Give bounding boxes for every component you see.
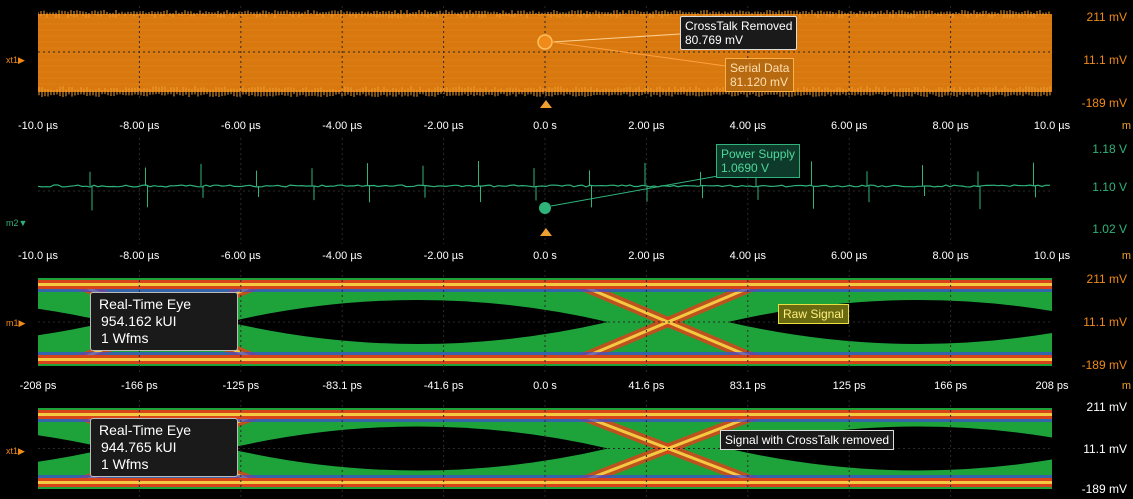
x-tick-label: -2.00 µs — [424, 120, 464, 132]
raw-signal-label[interactable]: Raw Signal — [778, 304, 849, 324]
y-bot-label: -189 mV — [1082, 96, 1127, 110]
real-time-eye-info[interactable]: Real-Time Eye 954.162 kUI 1 Wfms — [90, 292, 238, 351]
y-top-label: 1.18 V — [1092, 142, 1127, 156]
power-spike — [90, 172, 92, 211]
x-tick-label: -2.00 µs — [424, 250, 464, 262]
y-mid-label: 11.1 mV — [1083, 315, 1127, 329]
power-spike — [590, 170, 592, 207]
cursor-marker — [538, 35, 552, 49]
y-bot-label: -189 mV — [1082, 358, 1127, 372]
real-time-eye-info[interactable]: Real-Time Eye 944.765 kUI 1 Wfms — [90, 418, 238, 477]
x-tick-label: 125 ps — [833, 380, 866, 392]
y-top-label: 211 mV — [1087, 400, 1127, 414]
x-tick-label: 2.00 µs — [628, 120, 664, 132]
x-tick-label: 0.0 s — [533, 120, 557, 132]
callout-leader — [551, 176, 718, 206]
x-tick-label: 0.0 s — [533, 250, 557, 262]
trigger-marker-icon[interactable] — [540, 228, 552, 236]
x-tick-label: 208 ps — [1035, 380, 1068, 392]
x-tick-label: 166 ps — [934, 380, 967, 392]
power-spike — [201, 164, 203, 198]
x-tick-label: 6.00 µs — [831, 250, 867, 262]
axis-unit-glyph: m — [1122, 250, 1131, 262]
time-axis-1: m -10.0 µs -8.00 µs -6.00 µs -4.00 µs -2.00 … — [0, 118, 1133, 138]
x-tick-label: 10.0 µs — [1034, 120, 1070, 132]
power-spike — [867, 171, 869, 202]
x-tick-label: -125 ps — [222, 380, 259, 392]
eye-axis: m -208 ps -166 ps -125 ps -83.1 ps -41.6 ps 0… — [0, 378, 1133, 398]
x-tick-label: -166 ps — [121, 380, 158, 392]
power-pane: m2▼ 1.18 V 1.10 V 1.02 V Power Supply 1.0… — [0, 138, 1133, 246]
x-tick-label: -83.1 ps — [322, 380, 362, 392]
axis-unit-glyph: m — [1122, 380, 1131, 392]
clean-eye-pane: xt1▶ 211 mV 11.1 mV -189 mV Real-Time Ey… — [0, 398, 1133, 499]
eye-rail-halo — [38, 352, 1052, 355]
x-tick-label: -10.0 µs — [18, 120, 58, 132]
x-tick-label: 41.6 ps — [628, 380, 664, 392]
y-mid-label: 11.1 mV — [1083, 442, 1127, 456]
m1-channel-marker[interactable]: m1▶ — [6, 318, 25, 329]
x-tick-label: -6.00 µs — [221, 120, 261, 132]
power-trace — [38, 185, 1050, 187]
crosstalk-waveform — [38, 6, 1052, 98]
serial-data-callout[interactable]: Serial Data 81.120 mV — [725, 58, 794, 92]
y-bot-label: 1.02 V — [1092, 222, 1127, 236]
power-spike — [534, 168, 536, 200]
y-bot-label: -189 mV — [1082, 482, 1127, 496]
x-tick-label: -4.00 µs — [322, 250, 362, 262]
x-tick-label: 8.00 µs — [932, 250, 968, 262]
raw-eye-pane: m1▶ 211 mV 11.1 mV -189 mV Real-Time Eye… — [0, 268, 1133, 376]
y-mid-label: 11.1 mV — [1083, 53, 1127, 67]
power-spike — [812, 161, 814, 208]
x-tick-label: 4.00 µs — [730, 250, 766, 262]
power-supply-callout[interactable]: Power Supply 1.0690 V — [716, 144, 800, 178]
x-tick-label: 83.1 ps — [730, 380, 766, 392]
x-tick-label: -8.00 µs — [119, 250, 159, 262]
x-tick-label: 8.00 µs — [932, 120, 968, 132]
m2-channel-marker[interactable]: m2▼ — [6, 218, 27, 228]
x-tick-label: -6.00 µs — [221, 250, 261, 262]
power-spike — [1034, 163, 1036, 198]
power-spike — [423, 166, 425, 198]
xt1-channel-marker[interactable]: xt1▶ — [6, 446, 25, 457]
x-tick-label: -8.00 µs — [119, 120, 159, 132]
y-top-label: 211 mV — [1087, 10, 1127, 24]
power-spike — [978, 171, 980, 209]
crosstalk-removed-callout[interactable]: CrossTalk Removed 80.769 mV — [680, 16, 797, 50]
y-top-label: 211 mV — [1087, 272, 1127, 286]
signal-crosstalk-removed-label[interactable]: Signal with CrossTalk removed — [720, 430, 894, 450]
x-tick-label: 2.00 µs — [628, 250, 664, 262]
trigger-marker-icon[interactable] — [540, 100, 552, 108]
axis-unit-glyph: m — [1122, 120, 1131, 132]
x-tick-label: 4.00 µs — [730, 120, 766, 132]
time-axis-2: m -10.0 µs -8.00 µs -6.00 µs -4.00 µs -2.00 … — [0, 248, 1133, 268]
crosstalk-pane: xt1▶ 211 mV 11.1 mV -189 mV CrossTalk Re… — [0, 0, 1133, 118]
power-spike — [479, 161, 481, 202]
crosstalk-waveform-grid[interactable] — [38, 6, 1052, 98]
y-mid-label: 1.10 V — [1092, 180, 1127, 194]
x-tick-label: 6.00 µs — [831, 120, 867, 132]
power-spike — [146, 168, 148, 208]
xt1-channel-marker[interactable]: xt1▶ — [6, 55, 25, 66]
x-tick-label: -41.6 ps — [424, 380, 464, 392]
power-spike — [257, 171, 259, 197]
x-tick-label: 0.0 s — [533, 380, 557, 392]
power-spike — [368, 163, 370, 202]
power-spike — [312, 168, 314, 200]
cursor-marker — [539, 202, 551, 214]
x-tick-label: -10.0 µs — [18, 250, 58, 262]
x-tick-label: -208 ps — [20, 380, 57, 392]
x-tick-label: 10.0 µs — [1034, 250, 1070, 262]
x-tick-label: -4.00 µs — [322, 120, 362, 132]
